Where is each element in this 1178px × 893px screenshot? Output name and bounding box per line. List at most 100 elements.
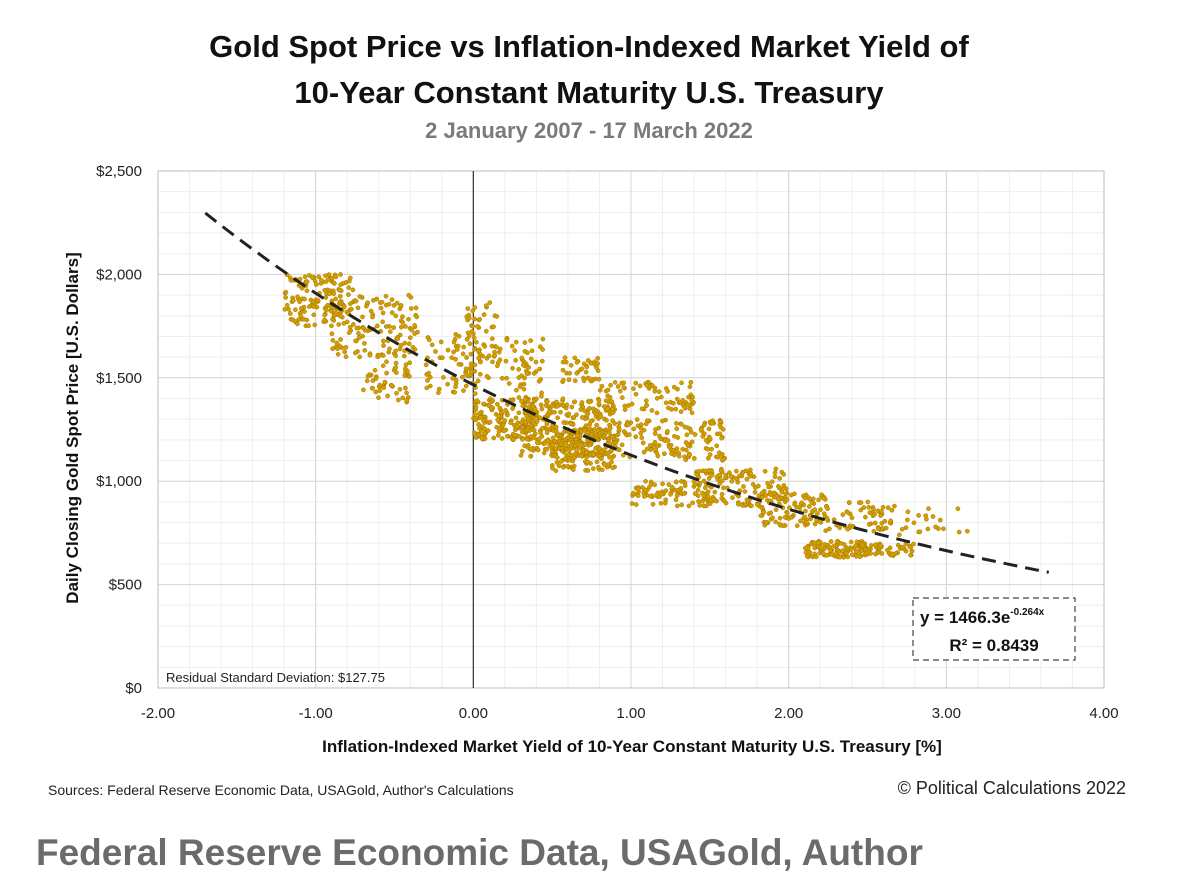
data-point [643,398,649,404]
data-point [809,500,815,505]
data-point [926,506,931,512]
data-point [404,397,410,403]
data-point [355,305,361,311]
data-point [644,383,650,388]
data-point [845,526,851,532]
data-point [476,355,482,361]
data-point [900,544,905,550]
data-point [923,513,929,519]
x-tick-label: -1.00 [299,705,333,722]
data-point [744,497,750,503]
data-point [727,470,732,476]
data-point [346,292,351,297]
data-point [396,397,401,403]
data-point [695,487,701,493]
data-point [908,552,913,558]
data-point [788,492,794,498]
data-point [560,367,566,373]
data-point [674,396,680,402]
data-point [584,364,590,370]
data-point [451,349,456,355]
data-point [472,346,477,352]
data-point [383,293,389,299]
equation-exponent: -0.264x [1010,607,1044,618]
data-point [688,379,694,385]
data-point [460,374,465,380]
data-point [882,518,888,524]
data-point [783,491,789,497]
data-point [777,476,783,481]
data-point [846,500,852,505]
data-point [346,330,352,336]
data-point [815,511,820,516]
data-point [347,275,353,281]
data-point [652,439,658,445]
data-point [541,450,547,456]
data-point [516,410,522,416]
data-point [675,386,680,392]
data-point [495,433,501,438]
data-point [386,349,392,355]
plot-area-border [157,170,1105,689]
data-point [519,424,525,430]
data-point [403,385,408,391]
data-point [660,481,665,487]
data-point [412,331,417,336]
data-point [678,409,684,414]
y-tick-label: $0 [125,680,142,697]
data-point [489,336,495,342]
data-point [596,464,601,470]
data-point [297,299,302,305]
data-point [427,374,433,380]
data-point [489,405,495,411]
data-point [478,359,483,365]
data-point [329,323,334,329]
data-point [555,415,560,421]
data-point [662,451,667,457]
data-point [673,406,679,412]
data-point [649,408,655,413]
data-point [711,497,717,502]
data-point [773,507,779,513]
data-point [609,434,615,440]
y-tick-label: $500 [109,577,142,594]
data-point [605,462,611,467]
data-point [538,402,544,408]
data-point [572,399,578,405]
data-point [402,340,408,346]
data-point [467,315,472,321]
data-point [676,450,682,456]
data-point [514,387,519,393]
data-point [519,448,525,454]
data-point [533,359,539,365]
data-point [486,353,492,359]
data-point [400,320,406,325]
data-point [603,398,609,404]
data-point [394,370,399,375]
data-point [354,325,360,331]
data-point [513,432,518,438]
data-point [352,350,358,356]
data-point [407,373,412,379]
data-point [691,456,697,461]
data-point [407,335,413,341]
chart-title: Gold Spot Price vs Inflation-Indexed Mar… [0,24,1178,116]
data-point [522,348,528,354]
data-point [530,418,536,424]
data-point [619,442,625,448]
data-point [514,423,520,429]
data-point [504,337,510,343]
data-point [594,459,600,465]
data-point [370,378,376,384]
data-point [802,514,808,520]
data-point [594,422,599,428]
data-point [772,474,778,480]
data-point [544,421,550,427]
copyright-note: © Political Calculations 2022 [897,778,1126,798]
data-point [380,363,386,369]
data-point [323,307,329,313]
data-point [393,360,399,366]
data-point [316,274,322,280]
data-point [513,339,519,345]
data-point [481,312,487,317]
